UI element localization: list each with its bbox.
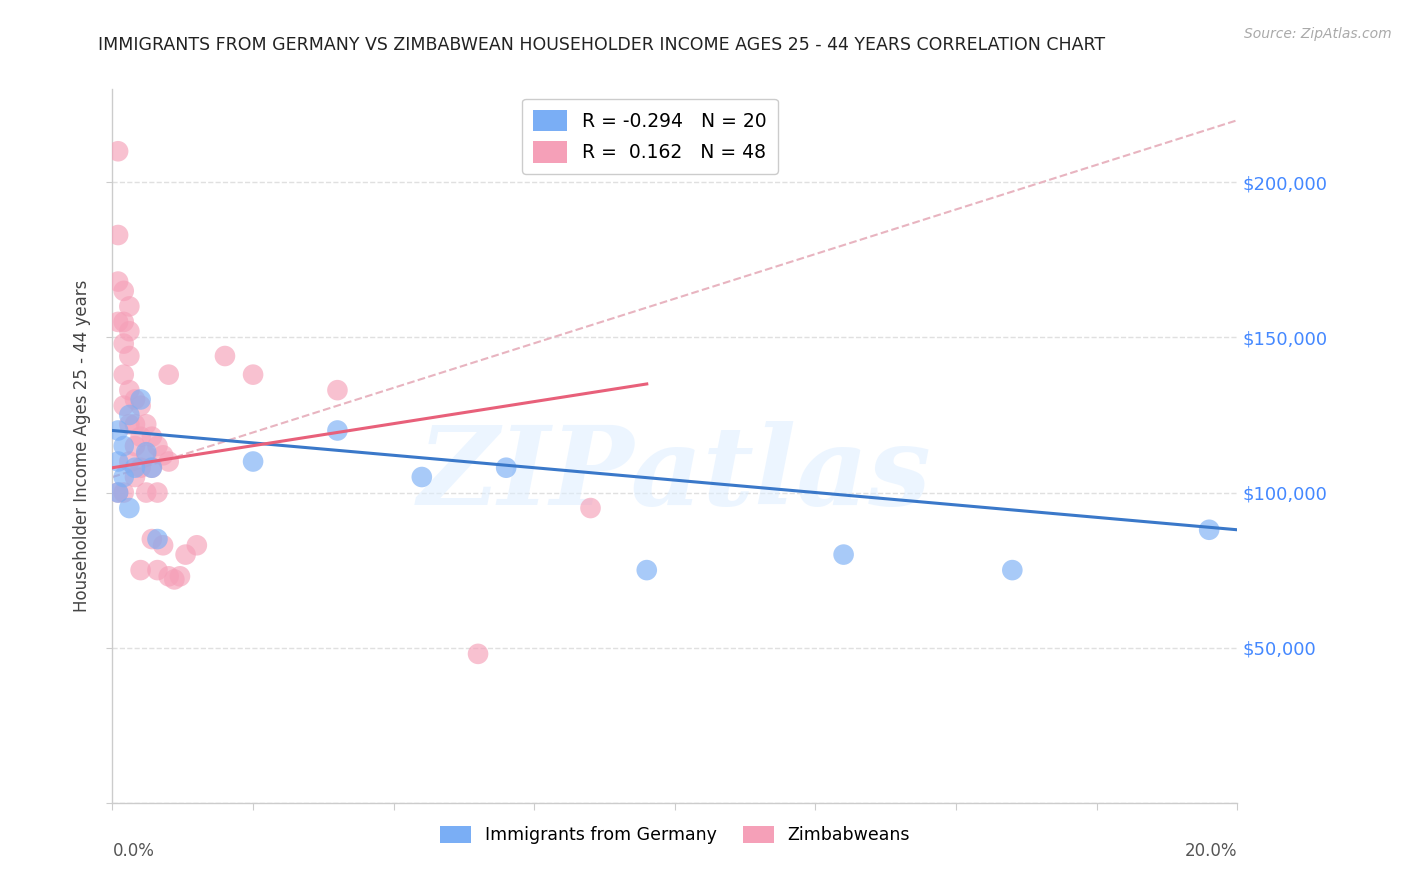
Point <box>146 532 169 546</box>
Point <box>118 408 141 422</box>
Point <box>124 439 146 453</box>
Point <box>124 392 146 407</box>
Point <box>107 227 129 242</box>
Point <box>118 349 141 363</box>
Point <box>118 383 141 397</box>
Point <box>152 448 174 462</box>
Point <box>579 501 602 516</box>
Point <box>146 439 169 453</box>
Point <box>112 284 135 298</box>
Point <box>112 399 135 413</box>
Point <box>141 532 163 546</box>
Point <box>107 485 129 500</box>
Point <box>141 460 163 475</box>
Point <box>112 315 135 329</box>
Point <box>118 501 141 516</box>
Point <box>118 324 141 338</box>
Point <box>135 417 157 432</box>
Point <box>636 563 658 577</box>
Point <box>1001 563 1024 577</box>
Point <box>214 349 236 363</box>
Point <box>112 485 135 500</box>
Text: ZIPatlas: ZIPatlas <box>418 421 932 528</box>
Point <box>467 647 489 661</box>
Point <box>107 485 129 500</box>
Point <box>107 145 129 159</box>
Point <box>146 563 169 577</box>
Point <box>118 454 141 468</box>
Point <box>112 368 135 382</box>
Text: 20.0%: 20.0% <box>1185 842 1237 860</box>
Point <box>124 460 146 475</box>
Point <box>129 460 152 475</box>
Point <box>157 368 180 382</box>
Point <box>112 470 135 484</box>
Point <box>129 392 152 407</box>
Point <box>124 470 146 484</box>
Point <box>169 569 191 583</box>
Point <box>129 563 152 577</box>
Point <box>129 430 152 444</box>
Point <box>112 336 135 351</box>
Point <box>118 417 141 432</box>
Point <box>242 454 264 468</box>
Point <box>141 430 163 444</box>
Point <box>326 383 349 397</box>
Point <box>129 399 152 413</box>
Point <box>141 460 163 475</box>
Text: 0.0%: 0.0% <box>112 842 155 860</box>
Point <box>118 299 141 313</box>
Point <box>832 548 855 562</box>
Point <box>112 439 135 453</box>
Point <box>135 485 157 500</box>
Text: IMMIGRANTS FROM GERMANY VS ZIMBABWEAN HOUSEHOLDER INCOME AGES 25 - 44 YEARS CORR: IMMIGRANTS FROM GERMANY VS ZIMBABWEAN HO… <box>98 36 1105 54</box>
Point <box>135 448 157 462</box>
Point <box>495 460 517 475</box>
Point <box>107 424 129 438</box>
Legend: Immigrants from Germany, Zimbabweans: Immigrants from Germany, Zimbabweans <box>433 819 917 851</box>
Point <box>242 368 264 382</box>
Point <box>174 548 197 562</box>
Text: Source: ZipAtlas.com: Source: ZipAtlas.com <box>1244 27 1392 41</box>
Point <box>107 454 129 468</box>
Point <box>157 454 180 468</box>
Point <box>157 569 180 583</box>
Point <box>135 445 157 459</box>
Point <box>163 573 186 587</box>
Point <box>152 538 174 552</box>
Point <box>411 470 433 484</box>
Point <box>107 275 129 289</box>
Y-axis label: Householder Income Ages 25 - 44 years: Householder Income Ages 25 - 44 years <box>73 280 91 612</box>
Point <box>146 485 169 500</box>
Point <box>186 538 208 552</box>
Point <box>326 424 349 438</box>
Point <box>1198 523 1220 537</box>
Point <box>124 417 146 432</box>
Point <box>107 315 129 329</box>
